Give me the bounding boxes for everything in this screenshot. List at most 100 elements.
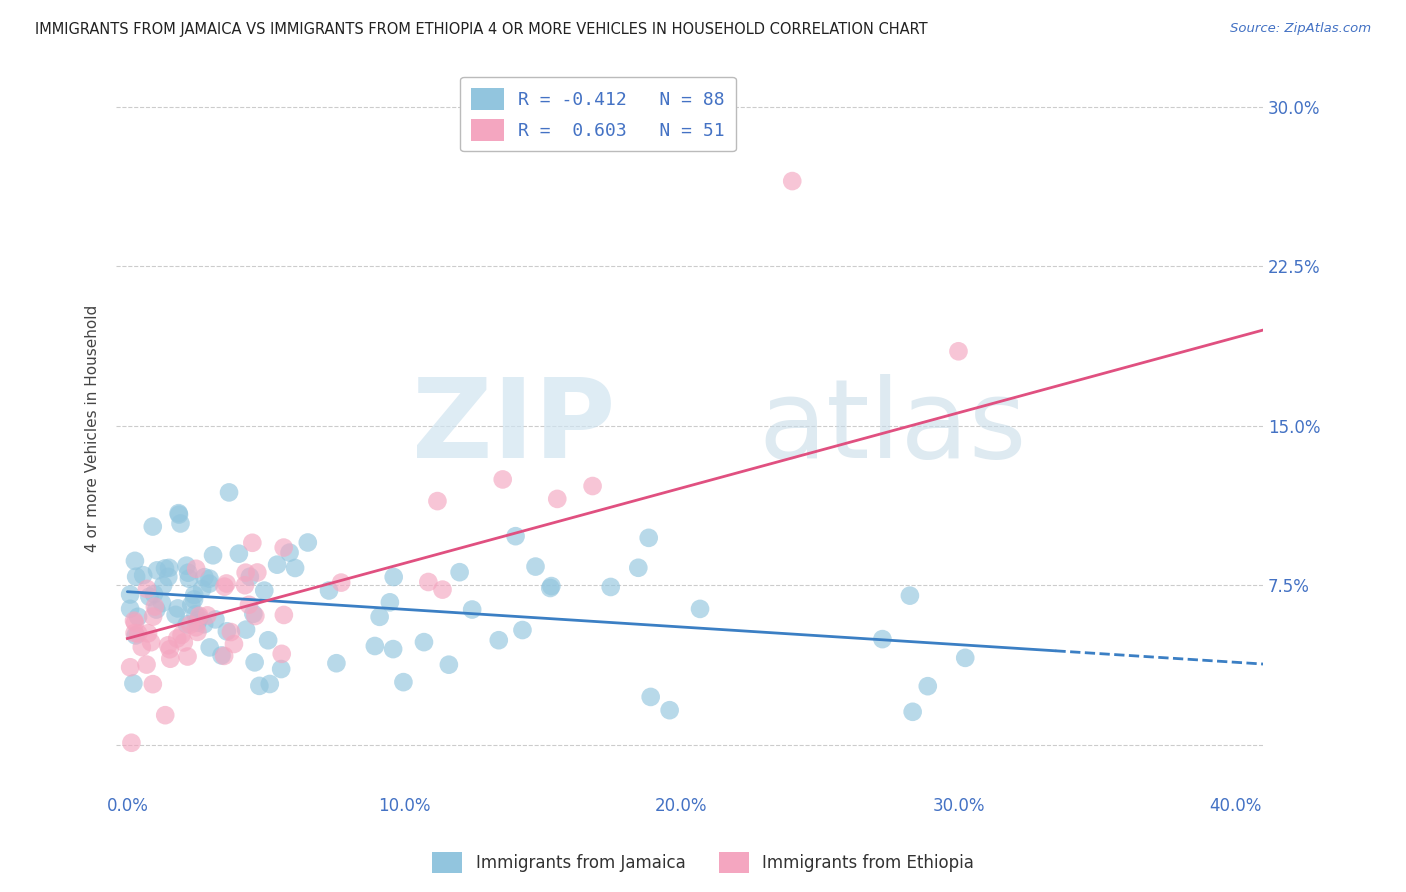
Point xyxy=(222,637,245,651)
Point xyxy=(247,679,270,693)
Point xyxy=(122,614,145,628)
Point xyxy=(150,596,173,610)
Point xyxy=(166,632,188,646)
Point xyxy=(155,708,177,723)
Point xyxy=(184,607,207,622)
Point xyxy=(273,541,295,555)
Point xyxy=(198,572,221,586)
Point xyxy=(167,508,190,522)
Point xyxy=(138,590,160,604)
Point xyxy=(235,623,257,637)
Point xyxy=(120,587,142,601)
Point xyxy=(228,547,250,561)
Point xyxy=(120,660,142,674)
Point xyxy=(176,649,198,664)
Point xyxy=(180,598,202,612)
Point xyxy=(136,582,159,596)
Text: Source: ZipAtlas.com: Source: ZipAtlas.com xyxy=(1230,22,1371,36)
Point xyxy=(524,559,547,574)
Point xyxy=(169,516,191,531)
Point xyxy=(872,632,894,646)
Point xyxy=(273,607,295,622)
Point xyxy=(955,651,977,665)
Point xyxy=(184,620,207,634)
Point xyxy=(186,624,208,639)
Point xyxy=(124,626,146,640)
Point xyxy=(325,657,347,671)
Point xyxy=(270,647,292,661)
Point xyxy=(218,485,240,500)
Point xyxy=(432,582,454,597)
Point xyxy=(284,561,307,575)
Point xyxy=(278,546,301,560)
Point xyxy=(179,617,201,632)
Point xyxy=(143,599,166,614)
Point xyxy=(599,580,621,594)
Point xyxy=(166,601,188,615)
Point xyxy=(142,587,165,601)
Point xyxy=(512,623,534,637)
Point xyxy=(212,648,235,663)
Point xyxy=(157,570,180,584)
Point xyxy=(177,566,200,580)
Point xyxy=(202,549,225,563)
Point xyxy=(187,613,209,627)
Point xyxy=(245,609,267,624)
Point xyxy=(243,656,266,670)
Point xyxy=(364,639,387,653)
Point xyxy=(124,615,146,630)
Point xyxy=(157,638,180,652)
Point xyxy=(183,592,205,607)
Point xyxy=(461,602,484,616)
Point xyxy=(153,561,176,575)
Point xyxy=(378,595,401,609)
Point xyxy=(191,582,214,596)
Point xyxy=(127,609,149,624)
Point xyxy=(297,535,319,549)
Point xyxy=(492,472,515,486)
Point xyxy=(188,611,211,625)
Point xyxy=(689,602,711,616)
Point xyxy=(186,615,208,630)
Point xyxy=(215,624,238,639)
Point xyxy=(658,703,681,717)
Point xyxy=(426,494,449,508)
Point xyxy=(214,580,236,594)
Point xyxy=(239,570,262,584)
Point xyxy=(204,612,226,626)
Point xyxy=(152,578,174,592)
Point xyxy=(418,574,440,589)
Point xyxy=(270,662,292,676)
Point xyxy=(135,657,157,672)
Point xyxy=(139,635,162,649)
Point xyxy=(188,608,211,623)
Point xyxy=(124,554,146,568)
Point xyxy=(266,558,288,572)
Point xyxy=(183,588,205,602)
Point xyxy=(142,609,165,624)
Point xyxy=(505,529,527,543)
Point xyxy=(124,628,146,642)
Point xyxy=(413,635,436,649)
Point xyxy=(546,491,568,506)
Point xyxy=(240,536,263,550)
Point xyxy=(233,578,256,592)
Point xyxy=(167,506,190,520)
Point xyxy=(198,576,221,591)
Point xyxy=(640,690,662,704)
Point xyxy=(948,344,970,359)
Point xyxy=(159,651,181,665)
Point xyxy=(259,677,281,691)
Point xyxy=(142,677,165,691)
Point xyxy=(120,736,142,750)
Point xyxy=(253,583,276,598)
Point xyxy=(917,679,939,693)
Point xyxy=(242,607,264,621)
Point xyxy=(780,174,803,188)
Point xyxy=(211,648,233,663)
Point xyxy=(177,572,200,586)
Point xyxy=(488,633,510,648)
Point xyxy=(382,642,405,657)
Point xyxy=(170,628,193,642)
Point xyxy=(219,625,242,640)
